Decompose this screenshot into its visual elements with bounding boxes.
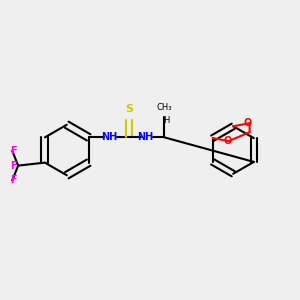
Text: O: O xyxy=(244,118,252,128)
Text: F: F xyxy=(10,160,17,171)
Text: F: F xyxy=(10,176,17,185)
Text: S: S xyxy=(125,103,133,114)
Text: O: O xyxy=(224,136,232,146)
Text: NH: NH xyxy=(101,132,118,142)
Text: H: H xyxy=(163,116,169,125)
Text: NH: NH xyxy=(137,132,153,142)
Text: F: F xyxy=(10,146,17,156)
Text: CH₃: CH₃ xyxy=(157,103,172,112)
